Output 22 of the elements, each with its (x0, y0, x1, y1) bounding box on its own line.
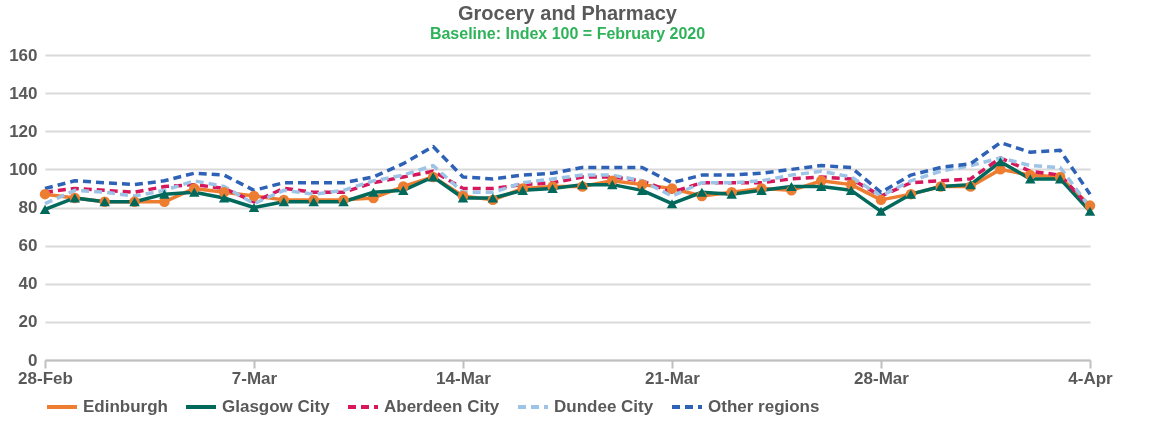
y-tick-label: 120 (9, 121, 38, 141)
y-tick-label: 60 (18, 236, 38, 256)
chart-subtitle: Baseline: Index 100 = February 2020 (429, 25, 706, 42)
legend-label: Edinburgh (83, 397, 168, 416)
y-tick-label: 140 (9, 83, 38, 103)
legend-label: Dundee City (554, 397, 654, 416)
x-tick-label: 4-Apr (1068, 368, 1114, 388)
y-tick-label: 80 (18, 198, 38, 217)
legend-label: Other regions (708, 397, 820, 416)
x-tick-label: 14-Mar (436, 368, 492, 388)
chart-title: Grocery and Pharmacy (458, 2, 678, 24)
x-tick-label: 28-Mar (854, 368, 910, 388)
x-tick-label: 21-Mar (645, 368, 701, 388)
legend-label: Glasgow City (222, 397, 331, 416)
x-tick-label: 28-Feb (18, 368, 73, 388)
x-tick-label: 7-Mar (231, 368, 278, 388)
y-tick-label: 160 (9, 45, 38, 65)
y-tick-label: 40 (18, 274, 38, 294)
y-tick-label: 20 (18, 312, 38, 332)
y-tick-label: 0 (28, 350, 38, 370)
legend-label: Aberdeen City (384, 397, 500, 416)
y-tick-label: 100 (9, 159, 38, 179)
